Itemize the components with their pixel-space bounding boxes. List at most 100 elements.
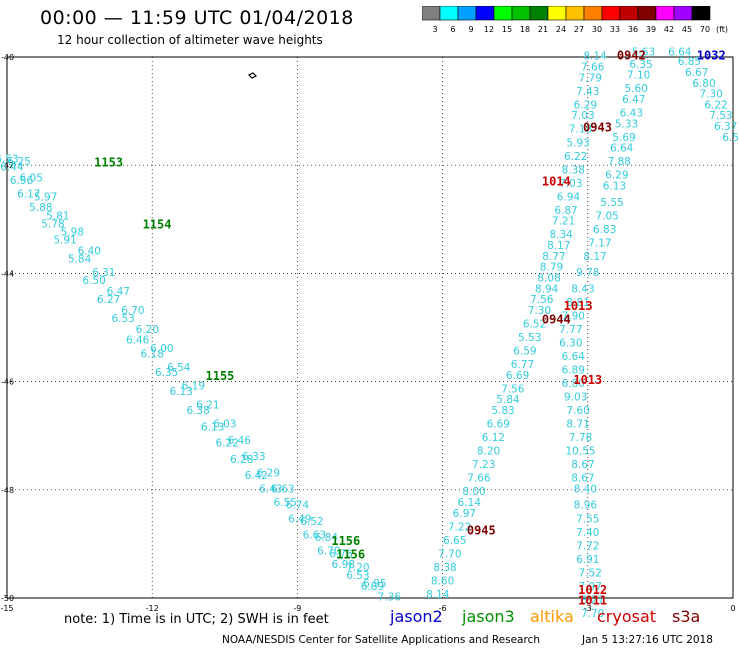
wave-height-value: 7.17	[588, 237, 611, 249]
wave-height-value: 7.10	[627, 70, 650, 82]
wave-height-value: 5.84	[68, 254, 92, 266]
wave-height-value: 6.97	[453, 508, 476, 520]
wave-height-value: 6.98	[332, 559, 355, 571]
wave-height-value: 6.05	[20, 172, 43, 184]
wave-height-value: 5.83	[491, 405, 514, 417]
wave-height-value: 6.37	[714, 121, 737, 133]
wave-height-value: 5.91	[53, 235, 76, 247]
wave-height-value: 6.43	[620, 108, 643, 120]
wave-height-value: 6.80	[692, 78, 715, 90]
wave-height-value: 7.78	[569, 432, 592, 444]
island-outline	[247, 72, 258, 79]
wave-height-value: 7.90	[562, 310, 585, 322]
scale-label: 36	[628, 25, 638, 34]
wave-height-value: 6.53	[346, 570, 369, 582]
x-tick-label: -9	[293, 604, 301, 613]
wave-height-value: 6.54	[167, 362, 191, 374]
x-tick-label: -6	[439, 604, 447, 613]
wave-height-value: 6.80	[562, 378, 585, 390]
wave-height-value: 8.17	[547, 240, 570, 252]
wave-height-value: 7.20	[346, 562, 369, 574]
scale-label: 24	[556, 25, 566, 34]
wave-height-value: 7.03	[571, 110, 594, 122]
wave-height-value: 6.52	[523, 319, 546, 331]
wave-height-value: 5.33	[615, 118, 638, 130]
wave-height-value: 6.70	[317, 546, 340, 558]
wave-height-value: 6.22	[216, 438, 239, 450]
pass-time-label: 1012	[578, 583, 607, 597]
scale-label: 6	[450, 25, 455, 34]
wave-height-value: 6.76	[329, 548, 353, 560]
wave-height-value: 6.47	[107, 286, 130, 298]
wave-height-value: 6.63	[303, 529, 326, 541]
wave-height-value: 6.22	[704, 99, 727, 111]
wave-height-value: 7.66	[467, 473, 491, 485]
y-tick-label: -42	[1, 161, 14, 170]
scale-label: 9	[468, 25, 473, 34]
wave-height-value: 8.27	[581, 594, 604, 606]
wave-height-value: 6.49	[288, 513, 311, 525]
wave-height-value: 7.52	[579, 567, 602, 579]
wave-height-value: 5.98	[61, 227, 84, 239]
scale-label: 39	[646, 25, 656, 34]
footnote: note: 1) Time is in UTC; 2) SWH is in fe…	[64, 612, 329, 627]
wave-height-value: 6.20	[136, 324, 159, 336]
wave-height-value: 6.47	[622, 94, 645, 106]
wave-height-value: 7.30	[528, 305, 551, 317]
wave-height-value: 6.28	[230, 454, 253, 466]
wave-height-value: 5.78	[41, 218, 64, 230]
wave-height-value: 6.65	[443, 535, 466, 547]
wave-height-value: 6.52	[300, 516, 323, 528]
wave-height-value: 6.42	[245, 470, 268, 482]
wave-height-color-scale: 3 6 9 12 15 18 21 24 27 30 33 36 39 42 45 70 (ft)	[422, 6, 728, 34]
wave-height-value: 5.84	[496, 394, 520, 406]
wave-height-value: 8.67	[571, 473, 594, 485]
wave-height-value: 7.22	[448, 521, 471, 533]
wave-height-value: 7.55	[576, 513, 599, 525]
wave-height-value: 7.79	[579, 72, 602, 84]
scale-swatch	[691, 6, 711, 21]
wave-height-value: 6.89	[562, 364, 585, 376]
wave-height-value: 8.20	[477, 446, 500, 458]
scale-label: 15	[502, 25, 512, 34]
wave-height-value: 8.00	[462, 486, 485, 498]
wave-height-value: 6.17	[17, 189, 40, 201]
wave-height-value: 5.53	[518, 332, 541, 344]
wave-height-value: 8.96	[574, 500, 598, 512]
pass-time-label: 0944	[542, 312, 571, 326]
wave-height-value: 6.84	[315, 532, 339, 544]
wave-height-value: 6.91	[576, 554, 599, 566]
satellite-legend-item: jason2	[390, 607, 443, 626]
wave-height-value: 6.13	[201, 421, 224, 433]
scale-label: 18	[520, 25, 530, 34]
scale-label: 42	[664, 25, 674, 34]
x-tick-label: 0	[730, 604, 735, 613]
wave-height-value: 6.56	[10, 175, 34, 187]
wave-height-value: 7.40	[576, 527, 599, 539]
wave-height-value: 9.03	[564, 392, 587, 404]
wave-height-value: 6.43	[259, 484, 282, 496]
wave-height-value: 7.70	[581, 608, 604, 620]
scale-label: 3	[432, 25, 437, 34]
wave-height-value: 6.46	[228, 435, 252, 447]
scale-label: 30	[592, 25, 602, 34]
wave-height-value: 8.67	[571, 459, 594, 471]
wave-height-value: 6.85	[678, 56, 701, 68]
wave-height-value: 6.40	[78, 245, 101, 257]
wave-height-value: 7.53	[709, 110, 732, 122]
y-tick-label: -46	[1, 378, 14, 387]
wave-height-value: 7.30	[700, 89, 723, 101]
wave-height-value: 7.66	[581, 62, 605, 74]
wave-height-value: 6.67	[685, 67, 708, 79]
satellite-legend-item: altika	[530, 607, 574, 626]
x-tick-label: -15	[0, 604, 13, 613]
pass-time-label: 1011	[578, 594, 607, 608]
satellite-legend-item: cryosat	[597, 607, 657, 626]
scale-label: 12	[484, 25, 494, 34]
generation-timestamp: Jan 5 13:27:16 UTC 2018	[582, 634, 713, 646]
wave-height-value: 6.69	[506, 370, 529, 382]
altimeter-tracks: 6.536.446.566.175.885.785.915.846.506.27…	[0, 46, 739, 620]
wave-height-value: 5.60	[625, 83, 648, 95]
y-tick-label: -40	[1, 53, 14, 62]
